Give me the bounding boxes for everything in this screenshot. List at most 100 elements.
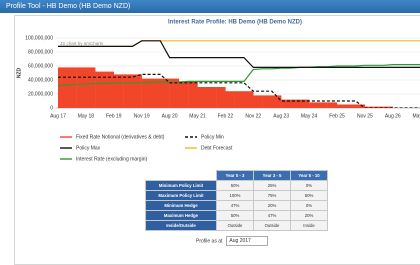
area-step (178, 81, 189, 108)
chart-title: Interest Rate Profile: HB Demo (HB Demo … (168, 20, 302, 26)
title-bar: Profile Tool - HB Demo (HB Demo NZD) (0, 0, 420, 13)
y-tick-label: 80,000,000 (28, 49, 53, 55)
policy-table: Year 0 - 3 Year 3 - 5 Year 5 - 10 Minimu… (145, 170, 328, 231)
table-row: Inside/Outside Outside Outside Inside (145, 220, 328, 231)
area-step (318, 102, 328, 108)
area-step (216, 87, 226, 108)
series-line (57, 63, 420, 87)
table-cell: 0% (290, 200, 328, 211)
area-step (85, 67, 96, 108)
legend-label: Fixed Rate Notional (derivatives & debt) (76, 134, 165, 140)
table-head-cell: Year 0 - 3 (216, 170, 254, 181)
area-step (290, 99, 300, 108)
area-step (374, 106, 384, 108)
area-step (299, 99, 310, 108)
area-step (206, 87, 217, 108)
profile-date: Profile as at Aug 2017 (196, 236, 269, 246)
area-step (383, 106, 393, 108)
y-tick-label: 40,000,000 (28, 77, 53, 83)
area-step (95, 71, 105, 108)
x-tick-label: Feb 22 (218, 113, 234, 119)
table-head-cell: Year 3 - 5 (253, 170, 291, 181)
table-row: Maximum Hedge 50% 47% 20% (145, 210, 328, 221)
table-header: Year 0 - 3 Year 3 - 5 Year 5 - 10 (145, 170, 328, 181)
area-step (67, 67, 77, 108)
series-line (58, 40, 420, 68)
table-row: Maximum Policy Limit 100% 75% 50% (145, 190, 328, 201)
area-step (337, 104, 347, 108)
y-axis-label: NZD (16, 67, 22, 78)
table-cell: 47% (253, 210, 291, 221)
area-step (113, 74, 124, 108)
table-row: Minimum Policy Limit 50% 25% 0% (145, 180, 328, 191)
area-step (309, 102, 319, 108)
legend-label: Debt Forecast (201, 145, 233, 151)
legend-label: Interest Rate (excluding margin) (76, 156, 147, 162)
area-step (169, 78, 180, 108)
table-cell: Outside (253, 220, 291, 231)
table-cell: Outside (216, 220, 254, 231)
table-cell: 50% (290, 190, 328, 201)
x-tick-label: Nov 25 (357, 113, 373, 119)
area-step (364, 106, 375, 108)
area-step (141, 78, 152, 108)
x-tick-label: Aug 20 (162, 113, 178, 119)
area-step (262, 95, 273, 108)
x-tick-label: May 18 (78, 113, 95, 119)
area-step (58, 67, 68, 108)
x-tick-label: Aug 17 (50, 113, 66, 119)
series-line (58, 40, 420, 47)
area-step (151, 78, 161, 108)
profile-input[interactable]: Aug 2017 (226, 236, 269, 246)
area-step (132, 74, 142, 108)
area-step (281, 99, 291, 108)
row-header: Maximum Hedge (145, 210, 217, 221)
x-tick-label: May 27 (412, 113, 420, 119)
table-cell: 50% (216, 180, 254, 191)
y-tick-label: 100,000,000 (25, 35, 53, 41)
y-tick-label: 0 (50, 105, 53, 111)
legend-label: Policy Min (201, 134, 224, 140)
row-header: Maximum Policy Limit (145, 190, 217, 201)
table-head-cell: Year 5 - 10 (290, 170, 328, 181)
area-step (225, 91, 235, 108)
table-cell: 25% (253, 180, 291, 191)
profile-label: Profile as at (196, 238, 223, 245)
x-tick-label: Feb 25 (329, 113, 345, 119)
legend-label: Policy Max (76, 145, 101, 151)
area-step (244, 91, 254, 108)
table-cell: Inside (290, 220, 328, 231)
area-step (123, 74, 133, 108)
table-cell: 100% (216, 190, 254, 201)
table-cell: 0% (290, 180, 328, 191)
area-step (76, 67, 87, 108)
y-tick-label: 20,000,000 (28, 91, 53, 97)
row-header: Minimum Hedge (145, 200, 217, 211)
watermark: JS chart by amCharts (60, 41, 104, 46)
row-header: Minimum Policy Limit (145, 180, 217, 191)
table-cell: 20% (290, 210, 328, 221)
area-step (104, 71, 114, 108)
table-cell: 50% (216, 210, 254, 221)
area-step (346, 104, 356, 108)
area-step (355, 104, 366, 108)
table-cell: 47% (216, 200, 254, 211)
area-step (253, 95, 263, 108)
x-tick-label: Aug 26 (385, 113, 401, 119)
table-row: Minimum Hedge 47% 20% 0% (145, 200, 328, 211)
table-corner (145, 170, 217, 181)
area-step (327, 102, 338, 108)
table-cell: 20% (253, 200, 291, 211)
plot (57, 40, 420, 108)
area-step (271, 95, 282, 108)
area-step (188, 81, 198, 108)
y-tick-label: 60,000,000 (28, 63, 53, 69)
table-cell: 75% (253, 190, 291, 201)
x-tick-label: Nov 22 (245, 113, 261, 119)
row-header: Inside/Outside (145, 220, 217, 231)
x-tick-label: Aug 23 (273, 113, 289, 119)
x-tick-label: Nov 19 (134, 113, 150, 119)
x-tick-label: Feb 19 (106, 113, 122, 119)
